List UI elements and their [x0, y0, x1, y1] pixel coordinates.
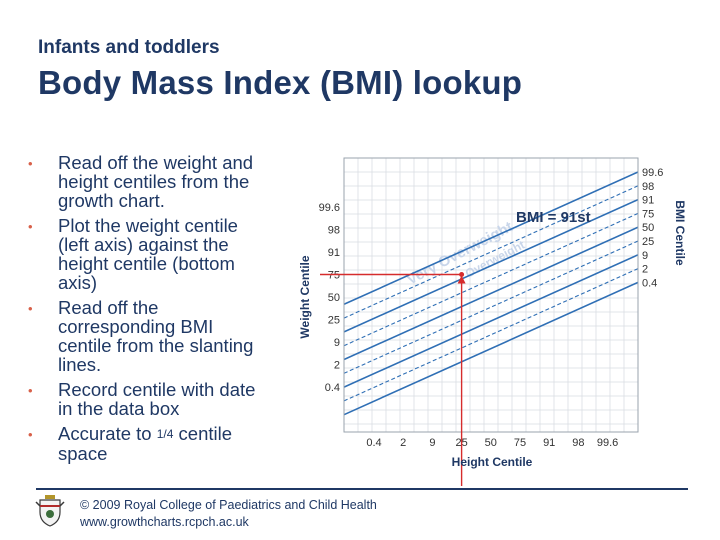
bullet-icon: • — [28, 219, 33, 234]
left-tick-label: 91 — [328, 247, 340, 259]
bmi-centile-line — [344, 226, 638, 361]
page-title: Body Mass Index (BMI) lookup — [38, 64, 523, 101]
left-axis-title: Weight Centile — [298, 255, 312, 338]
bullet-line: in the data box — [58, 398, 180, 419]
bmi-centile-lines — [344, 171, 638, 416]
bottom-tick-label: 0.4 — [366, 437, 381, 449]
left-tick-label: 75 — [328, 270, 340, 282]
right-tick-label: 25 — [642, 236, 654, 248]
plot-border — [343, 157, 639, 433]
bmi-centile-line — [344, 171, 638, 306]
bullet-icon: • — [28, 427, 33, 442]
left-tick-label: 2 — [334, 360, 340, 372]
bullet-line: centile from the slanting — [58, 335, 254, 356]
bullet-line: height centiles from the — [58, 171, 250, 192]
bullet-line: axis) — [58, 272, 98, 293]
right-tick-label: 99.6 — [642, 167, 663, 179]
right-tick-label: 75 — [642, 208, 654, 220]
bullet-line: (left axis) against the — [58, 234, 229, 255]
bullet-line: lines. — [58, 354, 102, 375]
fraction-text: 1/4 — [156, 427, 174, 441]
bottom-axis-title: Height Centile — [452, 455, 533, 469]
list-item: • Read off the corresponding BMI centile… — [26, 298, 286, 374]
bullet-line: Read off the — [58, 297, 159, 318]
bmi-centile-line — [344, 268, 638, 402]
bullet-icon: • — [28, 383, 33, 398]
bottom-tick-label: 99.6 — [597, 437, 618, 449]
bullet-line: Plot the weight centile — [58, 215, 238, 236]
bullet-line: Record centile with date — [58, 379, 256, 400]
instruction-list: • Read off the weight and height centile… — [26, 150, 286, 463]
left-tick-label: 98 — [328, 225, 340, 237]
left-tick-label: 9 — [334, 337, 340, 349]
list-item: • Accurate to 1/4 centile space — [26, 424, 286, 463]
plotted-point — [459, 272, 465, 277]
bmi-centile-line — [344, 212, 638, 347]
bmi-centile-line — [344, 198, 638, 333]
bullet-line: space — [58, 443, 108, 464]
rcpch-crest-icon — [35, 495, 65, 527]
bottom-tick-label: 2 — [400, 437, 406, 449]
bullet-icon: • — [28, 156, 33, 171]
footer-divider — [36, 488, 688, 490]
bottom-tick-label: 98 — [572, 437, 584, 449]
left-tick-label: 0.4 — [325, 382, 340, 394]
bmi-centile-line — [344, 254, 638, 388]
bottom-tick-label: 9 — [429, 437, 435, 449]
bullet-line: corresponding BMI — [58, 316, 214, 337]
plot-background — [344, 158, 638, 432]
right-tick-label: 2 — [642, 264, 648, 276]
right-tick-label: 98 — [642, 181, 654, 193]
example-guides — [320, 272, 466, 486]
bmi-result-label: BMI = 91st — [516, 209, 591, 226]
page-subtitle: Infants and toddlers — [38, 37, 220, 58]
right-tick-label: 9 — [642, 250, 648, 262]
bmi-centile-line — [344, 240, 638, 374]
bottom-tick-label: 50 — [485, 437, 497, 449]
bullet-icon: • — [28, 301, 33, 316]
list-item: • Record centile with date in the data b… — [26, 380, 286, 418]
website-url: www.growthcharts.rcpch.ac.uk — [80, 515, 249, 529]
bullet-line: Read off the weight and — [58, 152, 254, 173]
arrowhead-icon — [457, 275, 466, 284]
grid — [344, 158, 638, 432]
bullet-line: growth chart. — [58, 190, 165, 211]
left-tick-label: 25 — [328, 315, 340, 327]
right-tick-label: 0.4 — [642, 277, 657, 289]
list-item: • Read off the weight and height centile… — [26, 153, 286, 210]
bmi-centile-line — [344, 281, 638, 416]
left-tick-label: 50 — [328, 292, 340, 304]
bmi-centile-line — [344, 185, 638, 319]
copyright-text: © 2009 Royal College of Paediatrics and … — [80, 498, 377, 512]
bottom-tick-label: 75 — [514, 437, 526, 449]
right-tick-label: 50 — [642, 222, 654, 234]
right-axis-title: BMI Centile — [673, 200, 687, 266]
right-tick-label: 91 — [642, 195, 654, 207]
bullet-line: centile — [178, 423, 233, 444]
left-tick-label: 99.6 — [319, 202, 340, 214]
list-item: • Plot the weight centile (left axis) ag… — [26, 216, 286, 292]
bullet-line: height centile (bottom — [58, 253, 235, 274]
bottom-tick-label: 91 — [543, 437, 555, 449]
bullet-line: Accurate to — [58, 423, 157, 444]
